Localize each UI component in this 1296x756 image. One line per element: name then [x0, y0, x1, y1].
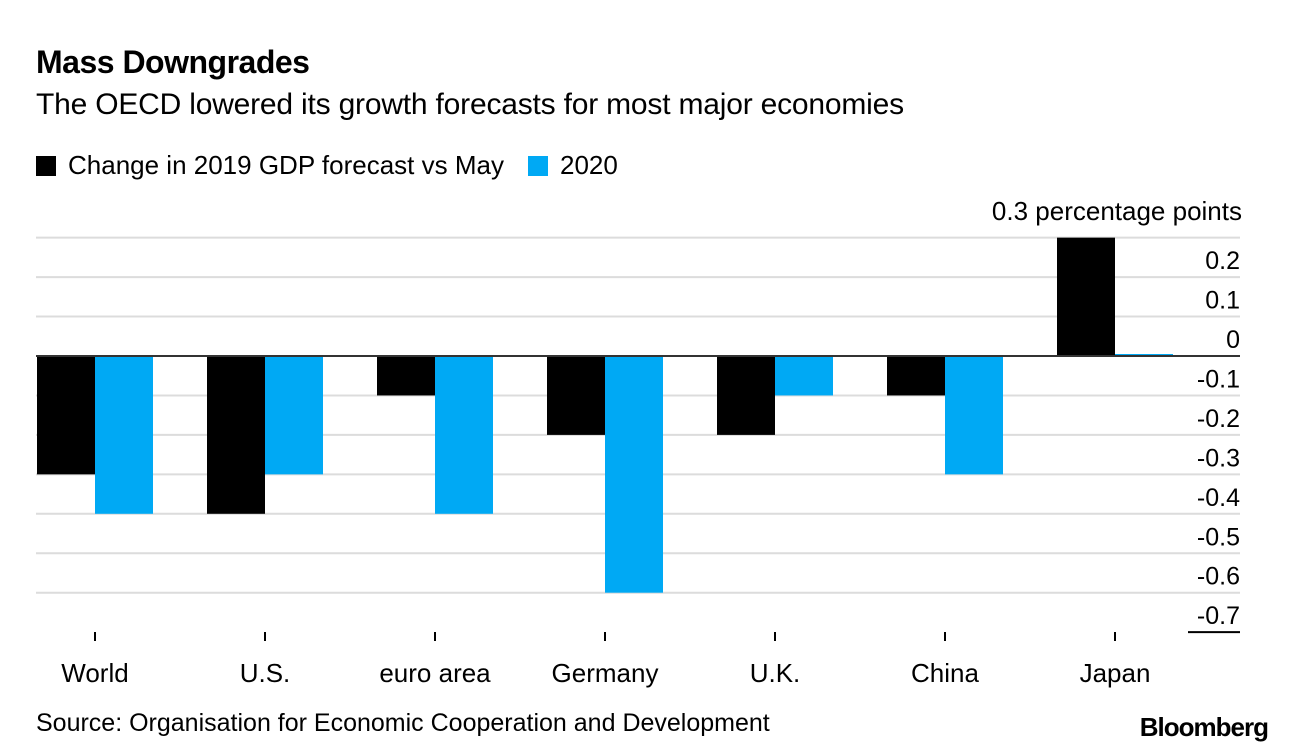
y-tick-label: -0.7 [1197, 602, 1240, 630]
bar-2019-germany [547, 356, 605, 435]
bar-2019-u-s- [207, 356, 265, 514]
bar-2020-u-k- [775, 356, 833, 396]
legend-swatch-2020 [527, 155, 548, 176]
y-tick-label: 0.1 [1205, 287, 1240, 315]
bloomberg-logo: Bloomberg [1139, 712, 1269, 742]
bar-2020-u-s- [265, 356, 323, 475]
legend-swatch-2019 [36, 155, 56, 176]
y-tick-label: 0.2 [1205, 247, 1240, 275]
legend-label-2019: Change in 2019 GDP forecast vs May [68, 150, 504, 180]
x-tick-label: U.K. [750, 658, 801, 688]
y-tick-label: -0.5 [1197, 523, 1240, 551]
legend-label-2020: 2020 [559, 150, 618, 180]
bar-2019-u-k- [717, 356, 775, 435]
legend: Change in 2019 GDP forecast vs May 2020 [36, 150, 642, 181]
bar-2020-euro-area [435, 356, 493, 514]
y-tick-label: 0 [1226, 326, 1240, 354]
y-axis-unit-label: 0.3 percentage points [991, 196, 1242, 226]
y-tick-label: -0.2 [1197, 405, 1240, 433]
x-tick-label: Germany [552, 658, 659, 688]
bar-2020-china [945, 356, 1003, 475]
legend-item-2019: Change in 2019 GDP forecast vs May [36, 150, 504, 181]
chart-subtitle: The OECD lowered its growth forecasts fo… [36, 88, 904, 121]
y-tick-label: -0.4 [1197, 484, 1240, 512]
bar-2020-world [95, 356, 153, 514]
bar-2019-japan [1057, 237, 1115, 356]
source-note: Source: Organisation for Economic Cooper… [36, 709, 770, 737]
bar-2020-germany [605, 356, 663, 593]
bar-2019-world [37, 356, 95, 475]
x-tick-label: euro area [379, 658, 491, 688]
x-tick-label: World [61, 658, 128, 688]
x-tick-label: U.S. [240, 658, 291, 688]
x-tick-label: China [911, 658, 979, 688]
chart-title: Mass Downgrades [36, 44, 310, 80]
bar-2019-euro-area [377, 356, 435, 396]
y-tick-label: -0.1 [1197, 365, 1240, 393]
legend-item-2020: 2020 [527, 150, 618, 181]
x-tick-label: Japan [1080, 658, 1151, 688]
y-tick-label: -0.6 [1197, 563, 1240, 591]
bar-2019-china [887, 356, 945, 396]
y-tick-label: -0.3 [1197, 444, 1240, 472]
